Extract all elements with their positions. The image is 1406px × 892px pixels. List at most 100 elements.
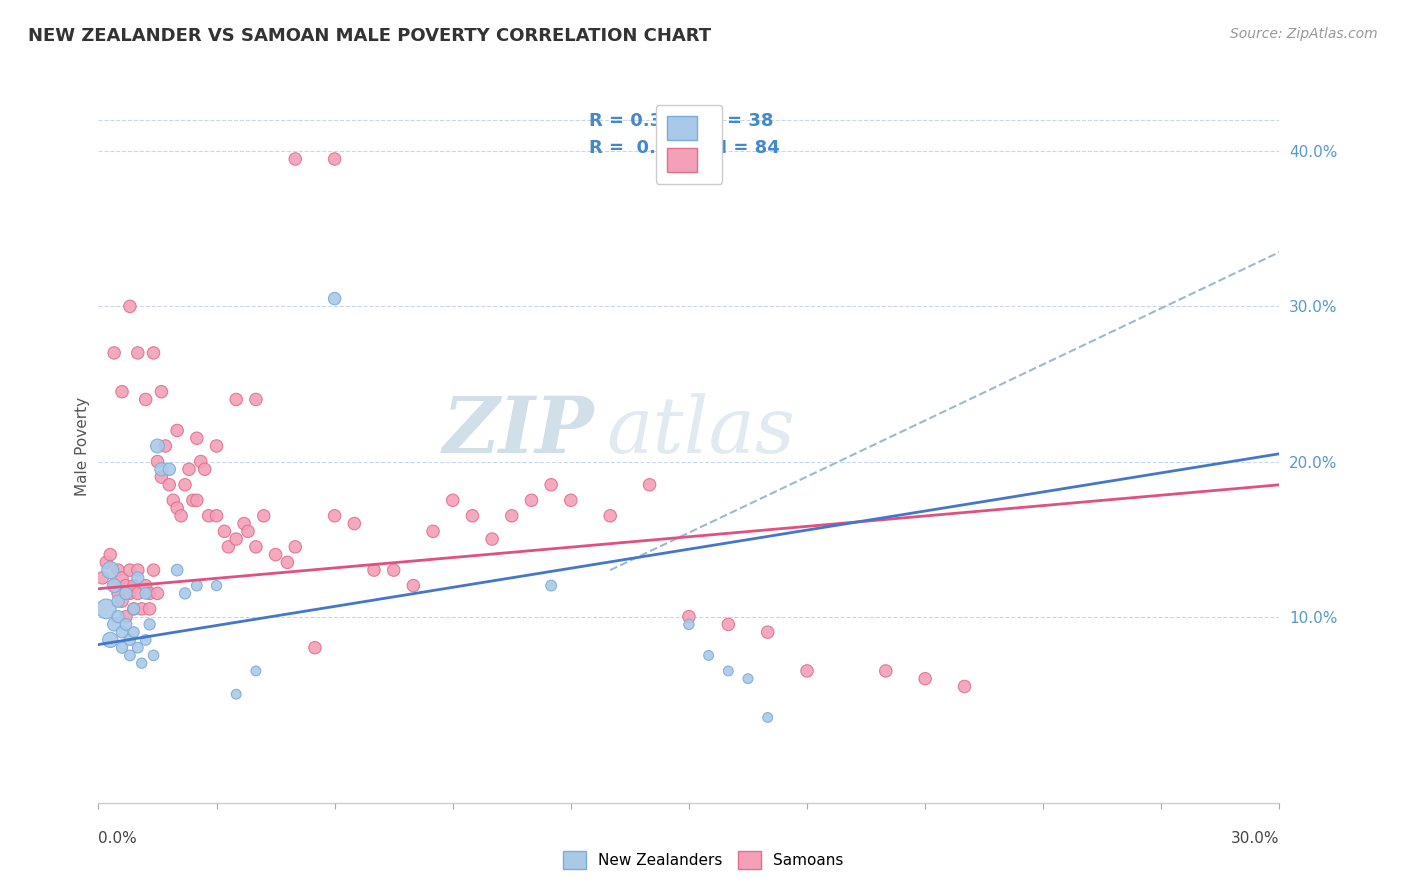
Point <box>194 462 217 476</box>
Point <box>323 508 346 523</box>
Point <box>560 493 582 508</box>
Point <box>111 640 134 655</box>
Text: R =  0.191   N = 84: R = 0.191 N = 84 <box>589 139 779 157</box>
Point <box>91 571 114 585</box>
Point <box>284 152 307 166</box>
Point <box>284 540 307 554</box>
Point <box>236 524 259 539</box>
Point <box>186 431 208 445</box>
Point <box>501 508 523 523</box>
Point <box>323 292 346 306</box>
Point <box>276 555 298 569</box>
Point <box>304 640 326 655</box>
Point <box>138 617 160 632</box>
Point <box>142 648 165 663</box>
Point <box>441 493 464 508</box>
Point <box>174 477 197 491</box>
Point <box>115 586 138 600</box>
Point <box>181 493 204 508</box>
Point <box>111 571 134 585</box>
Point <box>678 617 700 632</box>
Point <box>103 617 125 632</box>
Point <box>142 346 165 360</box>
Point <box>157 462 180 476</box>
Point <box>186 493 208 508</box>
Point <box>875 664 897 678</box>
Point <box>225 532 247 546</box>
Point <box>953 680 976 694</box>
Point <box>96 602 118 616</box>
Text: R = 0.326   N = 38: R = 0.326 N = 38 <box>589 112 773 130</box>
Point <box>98 563 121 577</box>
Point <box>382 563 405 577</box>
Point <box>107 563 129 577</box>
Point <box>166 563 188 577</box>
Text: Source: ZipAtlas.com: Source: ZipAtlas.com <box>1230 27 1378 41</box>
Text: atlas: atlas <box>606 393 794 470</box>
Point <box>638 477 661 491</box>
Point <box>737 672 759 686</box>
Point <box>115 617 138 632</box>
Point <box>103 579 125 593</box>
Point <box>540 579 562 593</box>
Point <box>678 609 700 624</box>
Point <box>118 632 141 647</box>
Point <box>115 609 138 624</box>
Point <box>717 617 740 632</box>
Point <box>264 548 287 562</box>
Point <box>756 710 779 724</box>
Point <box>131 602 153 616</box>
Point <box>245 392 267 407</box>
Point <box>146 439 169 453</box>
Point <box>174 586 197 600</box>
Point <box>225 687 247 701</box>
Point <box>245 540 267 554</box>
Point <box>186 579 208 593</box>
Point <box>111 625 134 640</box>
Point <box>103 346 125 360</box>
Point <box>118 299 141 313</box>
Point <box>323 152 346 166</box>
Point <box>98 632 121 647</box>
Point <box>190 454 212 468</box>
Legend: New Zealanders, Samoans: New Zealanders, Samoans <box>557 845 849 875</box>
Point <box>225 392 247 407</box>
Legend: , : , <box>655 104 723 184</box>
Point <box>796 664 818 678</box>
Point <box>107 609 129 624</box>
Point <box>402 579 425 593</box>
Point <box>697 648 720 663</box>
Point <box>363 563 385 577</box>
Point <box>166 424 188 438</box>
Point <box>135 579 157 593</box>
Point <box>197 508 219 523</box>
Y-axis label: Male Poverty: Male Poverty <box>75 396 90 496</box>
Point <box>131 656 153 670</box>
Point <box>205 579 228 593</box>
Text: 0.0%: 0.0% <box>98 831 138 847</box>
Point <box>122 579 145 593</box>
Point <box>103 579 125 593</box>
Point <box>205 508 228 523</box>
Point <box>170 508 193 523</box>
Point <box>111 594 134 608</box>
Point <box>155 439 177 453</box>
Point <box>135 632 157 647</box>
Text: NEW ZEALANDER VS SAMOAN MALE POVERTY CORRELATION CHART: NEW ZEALANDER VS SAMOAN MALE POVERTY COR… <box>28 27 711 45</box>
Point <box>150 384 173 399</box>
Point <box>146 586 169 600</box>
Point <box>177 462 200 476</box>
Point <box>253 508 276 523</box>
Point <box>127 640 149 655</box>
Point <box>717 664 740 678</box>
Point <box>135 586 157 600</box>
Point <box>122 602 145 616</box>
Point <box>162 493 184 508</box>
Text: 30.0%: 30.0% <box>1232 831 1279 847</box>
Point <box>107 594 129 608</box>
Point <box>135 392 157 407</box>
Point <box>157 477 180 491</box>
Point <box>118 648 141 663</box>
Point <box>205 439 228 453</box>
Point <box>599 508 621 523</box>
